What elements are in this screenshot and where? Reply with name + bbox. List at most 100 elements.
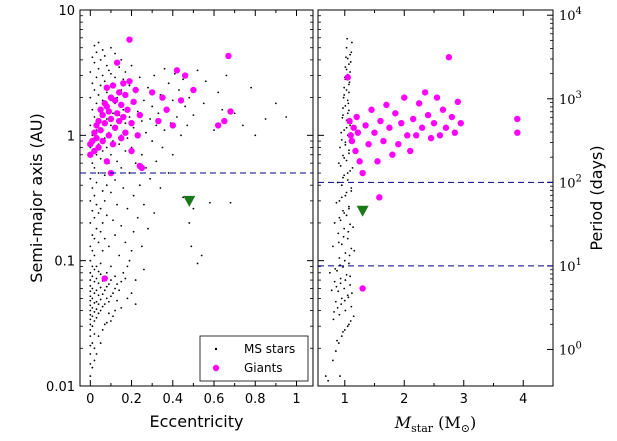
giant-point xyxy=(386,124,393,131)
ms-star-point xyxy=(345,46,348,49)
ms-star-point xyxy=(155,160,158,163)
ms-star-point xyxy=(340,196,343,199)
ms-star-point xyxy=(110,124,112,127)
giant-point xyxy=(115,89,123,96)
giant-point xyxy=(148,89,156,96)
ms-star-point xyxy=(342,209,344,212)
ms-star-point xyxy=(93,311,96,313)
ms-star-point xyxy=(93,333,96,335)
ms-star-point xyxy=(105,214,108,217)
ms-star-point xyxy=(122,271,125,274)
giant-point xyxy=(454,98,462,106)
giant-point xyxy=(383,101,390,109)
ms-star-point xyxy=(93,302,96,304)
giant-point xyxy=(348,137,356,145)
ms-star-point xyxy=(93,347,96,350)
ms-star-point xyxy=(93,44,96,47)
ms-star-point xyxy=(349,320,352,322)
y-tick-label: 0.01 xyxy=(46,380,75,395)
ms-star-point xyxy=(89,290,92,293)
ms-star-point xyxy=(95,308,98,311)
ms-star-point xyxy=(120,224,123,227)
giant-point xyxy=(401,94,408,101)
ms-star-point xyxy=(178,89,180,91)
ms-star-point xyxy=(136,110,139,113)
ms-star-point xyxy=(93,89,96,91)
ms-star-point xyxy=(341,116,344,119)
ms-star-point xyxy=(334,267,337,270)
ms-star-point xyxy=(140,245,143,248)
ms-star-point xyxy=(101,329,104,331)
ms-star-point xyxy=(327,379,330,382)
ms-star-point xyxy=(116,203,119,206)
ms-star-point xyxy=(89,299,92,302)
giant-point xyxy=(409,115,417,123)
ms-star-point xyxy=(348,152,350,155)
ms-star-point xyxy=(335,201,338,204)
ms-star-point xyxy=(344,309,347,312)
ms-star-point xyxy=(105,321,108,324)
ms-star-point xyxy=(340,303,343,306)
ms-star-point xyxy=(132,194,135,197)
ms-star-point xyxy=(151,140,154,142)
ms-star-point xyxy=(95,300,98,303)
ms-star-point xyxy=(339,219,342,222)
ms-star-point xyxy=(338,257,341,259)
ms-star-point xyxy=(99,58,102,61)
left-plot-frame xyxy=(79,9,314,387)
ms-star-point xyxy=(95,203,98,206)
x-axis-title: Eccentricity xyxy=(150,412,244,431)
ms-star-point xyxy=(348,63,350,66)
ms-star-point xyxy=(345,126,348,129)
ms-star-point xyxy=(99,286,102,289)
ms-star-point xyxy=(188,96,191,99)
ms-star-point xyxy=(351,166,354,169)
ms-star-point xyxy=(344,143,347,146)
ms-star-point xyxy=(285,116,288,118)
ms-star-point xyxy=(93,61,96,64)
ms-star-point xyxy=(333,222,336,224)
ms-star-point xyxy=(345,214,348,217)
ms-star-point xyxy=(89,245,92,248)
ms-star-point xyxy=(340,335,343,338)
ms-star-point xyxy=(122,108,125,111)
ms-star-point xyxy=(114,309,116,312)
ms-star-point xyxy=(346,325,349,328)
ms-star-point xyxy=(339,277,342,280)
ms-star-point xyxy=(349,124,352,127)
ms-star-point xyxy=(99,262,102,265)
ms-star-point xyxy=(107,69,110,72)
ms-star-point xyxy=(120,166,123,169)
ms-star-point xyxy=(91,82,94,85)
ms-star-point xyxy=(339,375,341,377)
ms-star-point xyxy=(93,292,96,295)
ms-star-point xyxy=(101,150,104,152)
x-axis-title-part: ) xyxy=(470,413,476,432)
giant-point xyxy=(421,89,429,96)
ms-star-point xyxy=(89,96,92,99)
period-tick-label: 104 xyxy=(559,6,582,24)
ms-star-point xyxy=(171,153,174,156)
giant-point xyxy=(109,82,117,89)
ms-star-point xyxy=(93,254,96,257)
ms-star-point xyxy=(99,273,102,276)
ms-star-point xyxy=(186,124,189,127)
giant-point xyxy=(376,194,383,201)
ms-star-point xyxy=(118,289,121,292)
ms-star-point xyxy=(93,166,96,169)
giant-point xyxy=(105,132,113,139)
ms-star-point xyxy=(143,203,145,206)
ms-star-point xyxy=(349,223,352,226)
ms-star-point xyxy=(97,312,100,315)
ms-star-point xyxy=(103,55,106,57)
ms-star-point xyxy=(336,339,338,342)
giant-point xyxy=(109,140,117,148)
giant-point xyxy=(113,110,121,117)
ms-star-point xyxy=(149,177,152,180)
ms-star-point xyxy=(350,187,353,189)
ms-star-point xyxy=(342,96,345,99)
ms-star-point xyxy=(342,114,344,117)
ms-star-point xyxy=(134,162,137,165)
ms-star-point xyxy=(110,153,112,156)
ms-star-point xyxy=(89,177,92,180)
